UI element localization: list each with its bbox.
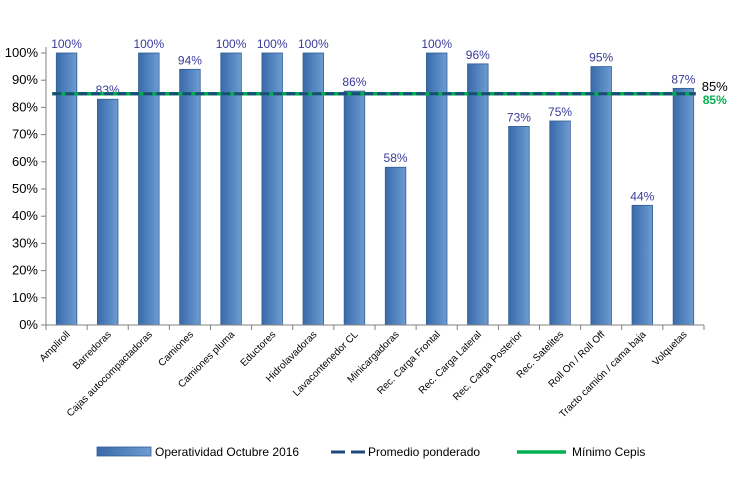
y-tick-label: 20% — [12, 263, 38, 278]
bar — [467, 63, 489, 326]
bar-data-label: 100% — [216, 37, 247, 51]
y-tick-label: 50% — [12, 181, 38, 196]
bar-data-label: 58% — [384, 151, 408, 165]
y-tick-label: 70% — [12, 127, 38, 142]
bar — [384, 166, 407, 326]
bar — [508, 126, 530, 326]
y-tick-label: 60% — [12, 154, 38, 169]
y-tick-label: 30% — [12, 235, 38, 250]
y-tick-label: 90% — [12, 72, 38, 87]
x-tick-label: Cajas autocompactadoras — [65, 329, 155, 419]
bar — [179, 68, 201, 326]
bar-data-label: 100% — [257, 37, 288, 51]
data-labels: 100%83%100%94%100% 100% 100%86%58%100%96%7… — [51, 37, 696, 203]
bar — [343, 90, 366, 326]
legend-label-operatividad: Operatividad Octubre 2016 — [155, 445, 299, 459]
reference-lines: 85%85% — [52, 79, 728, 107]
bar-data-label: 95% — [589, 51, 613, 65]
bar-data-label: 94% — [178, 53, 202, 67]
bar-data-label: 100% — [133, 37, 164, 51]
x-tick-label: Tracto camión / cama baja — [558, 329, 649, 420]
y-tick-label: 40% — [12, 208, 38, 223]
x-tick-label: Ampliroll — [38, 329, 73, 364]
bar-data-label: 87% — [671, 72, 695, 86]
bar-data-label: 100% — [421, 37, 452, 51]
bar — [631, 204, 653, 326]
minimo-cepis-end-label: 85% — [703, 93, 727, 107]
x-tick-label: Volquetas — [651, 329, 690, 368]
promedio-ponderado-end-label: 85% — [702, 79, 728, 94]
bar-data-label: 73% — [507, 110, 531, 124]
bar-data-label: 100% — [51, 37, 82, 51]
bar-data-label: 96% — [466, 48, 490, 62]
legend-label-minimo: Mínimo Cepis — [572, 445, 645, 459]
bar-data-label: 100% — [298, 37, 329, 51]
legend-label-promedio: Promedio ponderado — [368, 445, 480, 459]
bar — [590, 66, 612, 326]
legend-swatch-bar — [96, 446, 152, 457]
x-tick-label: Camiones — [156, 329, 196, 369]
legend: Operatividad Octubre 2016 Promedio ponder… — [96, 445, 645, 459]
x-tick-label: Barredoras — [71, 329, 114, 372]
axes — [45, 47, 705, 330]
x-tick-label: Eductores — [239, 329, 279, 369]
x-tick-label: Rec. Carga Posterior — [451, 329, 525, 403]
y-tick-label: 100% — [5, 45, 39, 60]
bar — [549, 120, 571, 326]
bar — [672, 87, 695, 326]
bar-data-label: 86% — [342, 75, 366, 89]
y-axis: 0% 10% 20% 30% 40% 50% 60% 70% 80% 90% 100% — [5, 45, 46, 332]
y-tick-label: 10% — [12, 290, 38, 305]
y-tick-label: 0% — [19, 317, 38, 332]
y-tick-label: 80% — [12, 99, 38, 114]
bar-data-label: 75% — [548, 105, 572, 119]
bar-data-label: 44% — [630, 189, 654, 203]
bar — [97, 98, 119, 326]
